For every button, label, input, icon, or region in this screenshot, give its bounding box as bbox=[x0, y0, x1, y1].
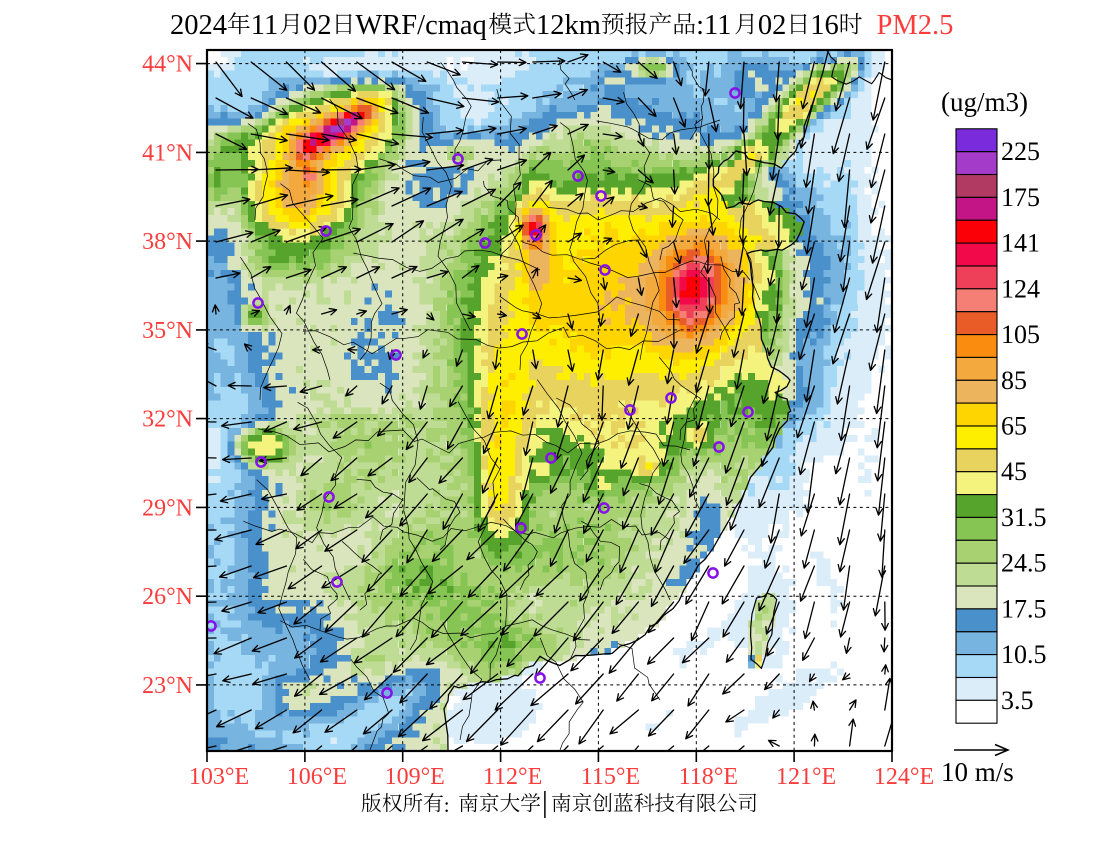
svg-text:16: 16 bbox=[810, 10, 839, 41]
svg-text:115°E: 115°E bbox=[581, 764, 640, 790]
svg-text:PM2.5: PM2.5 bbox=[877, 10, 954, 41]
svg-text:103°E: 103°E bbox=[189, 764, 249, 790]
svg-text:29°N: 29°N bbox=[142, 495, 193, 521]
svg-text:24.5: 24.5 bbox=[1001, 549, 1047, 578]
svg-text:109°E: 109°E bbox=[385, 764, 445, 790]
svg-text:124°E: 124°E bbox=[874, 764, 934, 790]
svg-text:65: 65 bbox=[1001, 412, 1027, 441]
svg-text:02: 02 bbox=[758, 10, 787, 41]
svg-text:106°E: 106°E bbox=[287, 764, 347, 790]
svg-text:(ug/m3): (ug/m3) bbox=[941, 87, 1028, 117]
svg-text::11: :11 bbox=[696, 10, 731, 41]
svg-text::: : bbox=[444, 793, 450, 817]
svg-text:44°N: 44°N bbox=[142, 52, 193, 78]
svg-text:WRF/cmaq: WRF/cmaq bbox=[355, 10, 486, 41]
svg-text:38°N: 38°N bbox=[142, 229, 193, 255]
svg-text:175: 175 bbox=[1001, 183, 1040, 212]
svg-text:10.5: 10.5 bbox=[1001, 640, 1047, 669]
svg-text:225: 225 bbox=[1001, 137, 1040, 166]
svg-text:10 m/s: 10 m/s bbox=[941, 757, 1014, 787]
svg-text:85: 85 bbox=[1001, 366, 1027, 395]
svg-text:41°N: 41°N bbox=[142, 140, 193, 166]
svg-text:12km: 12km bbox=[536, 10, 601, 41]
svg-text:105: 105 bbox=[1001, 320, 1040, 349]
svg-text:23°N: 23°N bbox=[142, 673, 193, 699]
svg-text:2024: 2024 bbox=[170, 10, 227, 41]
svg-text:124: 124 bbox=[1001, 274, 1040, 303]
svg-text:11: 11 bbox=[251, 10, 278, 41]
svg-text:17.5: 17.5 bbox=[1001, 594, 1047, 623]
svg-text:121°E: 121°E bbox=[776, 764, 836, 790]
svg-text:26°N: 26°N bbox=[142, 584, 193, 610]
svg-text:3.5: 3.5 bbox=[1001, 686, 1034, 715]
svg-text:32°N: 32°N bbox=[142, 407, 193, 433]
svg-text:141: 141 bbox=[1001, 229, 1040, 258]
svg-text:31.5: 31.5 bbox=[1001, 503, 1047, 532]
svg-text:118°E: 118°E bbox=[679, 764, 738, 790]
svg-text:45: 45 bbox=[1001, 457, 1027, 486]
svg-text:02: 02 bbox=[303, 10, 332, 41]
svg-text:112°E: 112°E bbox=[483, 764, 542, 790]
svg-text:35°N: 35°N bbox=[142, 318, 193, 344]
